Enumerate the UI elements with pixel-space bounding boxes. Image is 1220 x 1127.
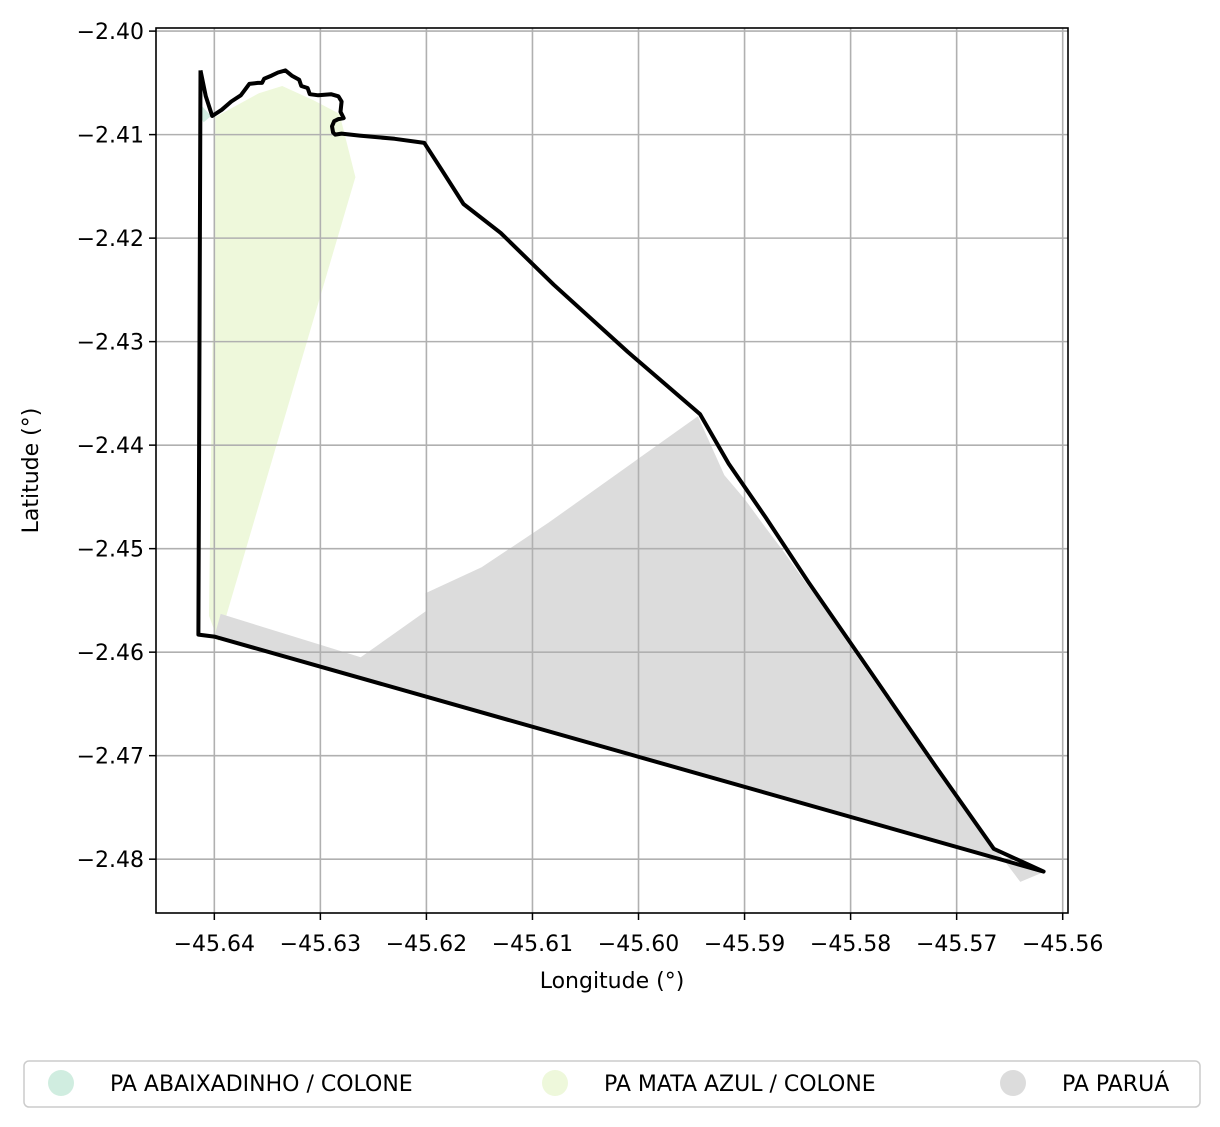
y-tick-label: −2.40 (77, 20, 144, 45)
y-axis-label: Latitude (°) (19, 408, 44, 534)
region-fills (201, 86, 1045, 882)
y-tick-label: −2.47 (77, 745, 144, 770)
region-1 (209, 86, 356, 642)
region-2 (214, 416, 1045, 882)
legend: PA ABAIXADINHO / COLONE PA MATA AZUL / CO… (23, 1060, 1201, 1108)
y-tick-label: −2.41 (77, 124, 144, 149)
legend-marker (48, 1070, 74, 1096)
legend-box (23, 1060, 1201, 1108)
x-axis-ticks: −45.64 −45.63 −45.62 −45.61 −45.60 −45.59 −45.… (174, 913, 1103, 957)
x-tick-label: −45.64 (174, 932, 255, 957)
x-tick-label: −45.61 (492, 932, 573, 957)
legend-label: PA MATA AZUL / COLONE (604, 1072, 876, 1097)
y-axis-ticks: −2.40 −2.41 −2.42 −2.43 −2.44 −2.45 −2.46 −2.47… (77, 20, 156, 873)
y-tick-label: −2.46 (77, 641, 144, 666)
area-boundary-line (196, 68, 1046, 874)
legend-marker (542, 1070, 568, 1096)
x-tick-label: −45.62 (386, 932, 467, 957)
x-tick-label: −45.60 (598, 932, 679, 957)
y-tick-label: −2.45 (77, 538, 144, 563)
x-axis-label: Longitude (°) (540, 969, 685, 994)
x-tick-label: −45.58 (810, 932, 891, 957)
legend-label: PA PARUÁ (1062, 1071, 1169, 1097)
x-tick-label: −45.57 (916, 932, 997, 957)
y-tick-label: −2.43 (77, 331, 144, 356)
x-tick-label: −45.59 (704, 932, 785, 957)
legend-marker (1000, 1070, 1026, 1096)
plot-frame (155, 27, 1069, 914)
grid-lines (156, 28, 1068, 913)
x-tick-label: −45.63 (280, 932, 361, 957)
y-tick-label: −2.48 (77, 848, 144, 873)
boundary-layer (196, 68, 1046, 874)
region-0 (201, 105, 212, 123)
y-tick-label: −2.44 (77, 434, 144, 459)
y-tick-label: −2.42 (77, 227, 144, 252)
legend-label: PA ABAIXADINHO / COLONE (110, 1072, 413, 1097)
x-tick-label: −45.56 (1022, 932, 1103, 957)
